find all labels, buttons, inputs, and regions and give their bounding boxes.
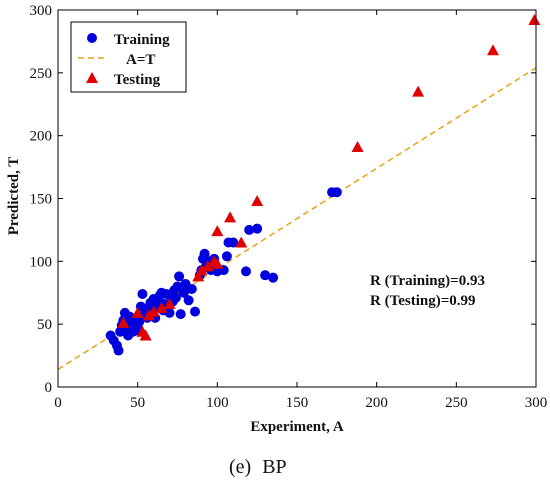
testing-point <box>224 211 237 223</box>
testing-point <box>211 225 224 237</box>
training-point <box>199 248 210 259</box>
training-point <box>221 251 232 262</box>
legend-testing-marker <box>86 72 98 83</box>
testing-point <box>155 301 168 313</box>
y-tick-label: 0 <box>45 380 53 396</box>
x-tick-label: 150 <box>286 395 309 411</box>
legend-training-marker <box>87 33 97 43</box>
testing-point <box>351 140 364 152</box>
training-point <box>190 306 201 317</box>
caption-letter: (e) <box>229 456 251 478</box>
testing-point <box>528 14 541 26</box>
training-point <box>175 309 186 320</box>
caption-text: BP <box>262 456 286 478</box>
training-point <box>260 270 271 281</box>
x-tick-label: 100 <box>206 395 229 411</box>
y-tick-label: 300 <box>30 3 53 19</box>
legend-training-label: Training <box>114 32 170 48</box>
x-tick-label: 0 <box>54 395 62 411</box>
y-tick-label: 150 <box>30 192 53 208</box>
y-tick-label: 250 <box>30 66 53 82</box>
training-point <box>244 224 255 235</box>
training-point <box>183 295 194 306</box>
testing-point <box>117 316 130 328</box>
testing-point <box>139 329 152 341</box>
annotation-r-testing: R (Testing)=0.99 <box>370 293 476 309</box>
training-point <box>164 307 175 318</box>
x-tick-label: 300 <box>525 395 548 411</box>
annotation-r-training: R (Training)=0.93 <box>370 273 485 289</box>
testing-point <box>163 298 176 310</box>
testing-point <box>192 270 205 282</box>
training-point <box>331 187 342 198</box>
figure-caption: (e) BP <box>229 456 287 478</box>
training-point <box>174 271 185 282</box>
legend: Training A=T Testing <box>70 21 187 93</box>
training-point <box>172 281 183 292</box>
chart-marks <box>57 14 541 371</box>
testing-point <box>412 85 425 97</box>
training-point <box>137 289 148 300</box>
training-point <box>252 223 263 234</box>
y-tick-label: 200 <box>30 129 53 145</box>
training-point <box>228 237 239 248</box>
testing-point <box>486 44 499 56</box>
y-axis-title: Predicted, T <box>6 157 22 236</box>
training-point <box>268 272 279 283</box>
x-axis: 0 50 100 150 200 250 300 <box>54 10 547 411</box>
testing-point <box>195 264 208 276</box>
legend-fit-label: A=T <box>126 52 155 68</box>
legend-testing-label: Testing <box>114 72 161 88</box>
x-axis-title: Experiment, A <box>250 419 343 435</box>
testing-point <box>251 195 264 207</box>
y-tick-label: 50 <box>37 317 52 333</box>
testing-point <box>235 236 248 248</box>
training-point <box>178 287 189 298</box>
y-tick-label: 100 <box>30 254 53 270</box>
training-point <box>113 345 124 356</box>
x-tick-label: 50 <box>130 395 145 411</box>
y-axis: 0 50 100 150 200 250 300 <box>30 3 536 396</box>
training-point <box>186 283 197 294</box>
testing-point <box>201 260 214 272</box>
training-point <box>241 266 252 277</box>
testing-point <box>131 306 144 318</box>
testing-point <box>211 257 224 269</box>
x-tick-label: 200 <box>365 395 388 411</box>
testing-point <box>147 305 160 317</box>
x-tick-label: 250 <box>445 395 468 411</box>
training-point <box>170 292 181 303</box>
